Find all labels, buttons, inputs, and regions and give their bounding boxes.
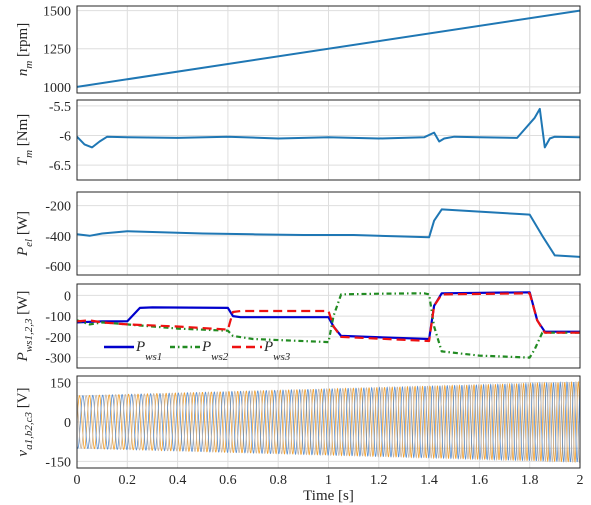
series-line-1 [77,9,580,88]
x-tick-label: 0.4 [169,473,187,488]
legend-entry: Pws3 [263,339,291,363]
x-axis-label: Time [s] [303,488,354,504]
axes-frame [76,99,581,181]
y-axis-label: nm [rpm] [15,23,35,76]
x-tick-label: 0.8 [269,473,287,488]
y-tick-label: 1000 [43,81,71,96]
legend: Pws1 Pws2 Pws3 [104,339,291,363]
y-tick-label: 0 [64,416,71,431]
x-tick-label: 0 [74,473,81,488]
subplot-3: -600 -400 -200 Pel [W] [15,191,581,276]
y-tick-label: 150 [50,377,71,392]
phase-voltage-3 [77,380,580,464]
series-line-1 [77,107,580,149]
phase-voltage-1 [77,380,580,464]
y-tick-label: 1250 [43,43,71,58]
x-tick-label: 1.6 [471,473,489,488]
axes-frame [76,191,581,276]
y-tick-label: -150 [45,455,71,470]
axes-frame [76,5,581,94]
phase-voltage-2 [77,381,580,463]
x-tick-label: 1 [325,473,332,488]
y-axis-label: Pel [W] [15,211,35,257]
legend-entry: Pws1 [135,339,162,363]
subplot-2: -6.5 -6 -5.5 Tm [Nm] [15,99,581,181]
y-tick-label: -600 [45,260,71,275]
x-tick-label: 1.4 [420,473,438,488]
y-tick-label: -6 [59,130,71,145]
legend-entry: Pws2 [201,339,229,363]
y-tick-label: -5.5 [49,100,71,115]
x-tick-label: 1.8 [521,473,539,488]
axes-frame [76,283,581,369]
y-tick-label: -200 [45,200,71,215]
y-tick-label: 0 [64,289,71,304]
y-tick-label: -100 [45,310,71,325]
x-tick-label: 0.6 [219,473,237,488]
x-tick-label: 2 [577,473,584,488]
y-tick-label: -400 [45,230,71,245]
series-line-3 [77,292,580,343]
series-line-1 [77,208,580,258]
y-tick-label: 1500 [43,5,71,20]
y-tick-label: -6.5 [49,159,71,174]
subplot-1: 1000 1250 1500 nm [rpm] [15,5,581,96]
y-tick-label: -300 [45,352,71,367]
y-tick-label: -200 [45,331,71,346]
y-axis-label: va1,b2,c3 [V] [15,387,35,456]
y-axis-label: Pws1,2,3 [W] [15,291,35,363]
axes-frame [76,375,581,469]
x-tick-label: 0.2 [119,473,137,488]
y-axis-label: Tm [Nm] [15,114,35,167]
subplot-4: -300 -200 -100 0 Pws1,2,3 [W] Pws1 Pws2 Pws3 [15,283,581,369]
x-tick-label: 1.2 [370,473,388,488]
